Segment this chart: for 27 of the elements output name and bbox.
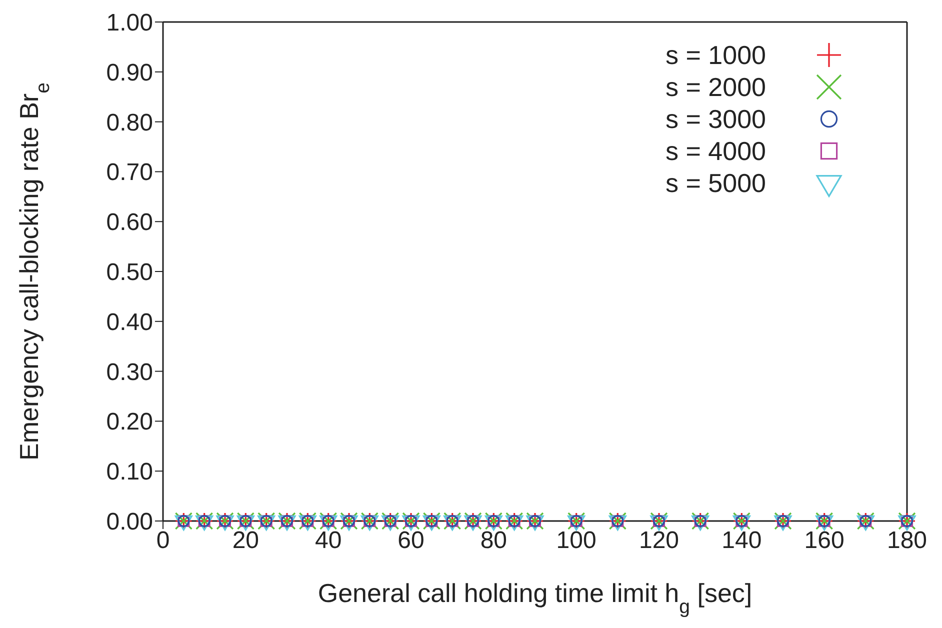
y-tick-label: 1.00 [106, 10, 153, 37]
x-tick-label: 100 [556, 527, 596, 554]
x-tick-label: 80 [480, 527, 508, 554]
y-tick-label: 0.60 [106, 209, 153, 236]
x-tick-label: 40 [314, 527, 342, 554]
y-tick-label: 0.40 [106, 308, 153, 336]
y-tick-label: 0.00 [106, 508, 153, 536]
x-tick-label: 0 [156, 527, 170, 554]
y-tick-label: 0.20 [106, 408, 153, 436]
y-tick-label: 0.50 [106, 259, 153, 286]
x-tick-label: 160 [804, 527, 844, 554]
x-tick-label: 120 [638, 527, 680, 554]
x-tick-label: 20 [232, 527, 260, 554]
legend-label: s = 1000 [666, 40, 766, 70]
x-tick-label: 60 [398, 527, 424, 554]
legend-label: s = 2000 [666, 72, 766, 102]
x-tick-label: 180 [886, 527, 928, 554]
x-tick-label: 140 [722, 527, 762, 554]
y-tick-label: 0.90 [106, 59, 153, 86]
y-tick-label: 0.80 [106, 109, 153, 136]
legend-label: s = 4000 [666, 136, 766, 166]
y-tick-label: 0.10 [106, 458, 153, 486]
legend-label: s = 3000 [666, 104, 766, 134]
x-axis-title: General call holding time limit h$_{g}$ [sec] [318, 578, 752, 618]
y-tick-label: 0.70 [106, 159, 153, 186]
y-tick-label: 0.30 [106, 358, 153, 386]
legend-label: s = 5000 [666, 168, 766, 198]
